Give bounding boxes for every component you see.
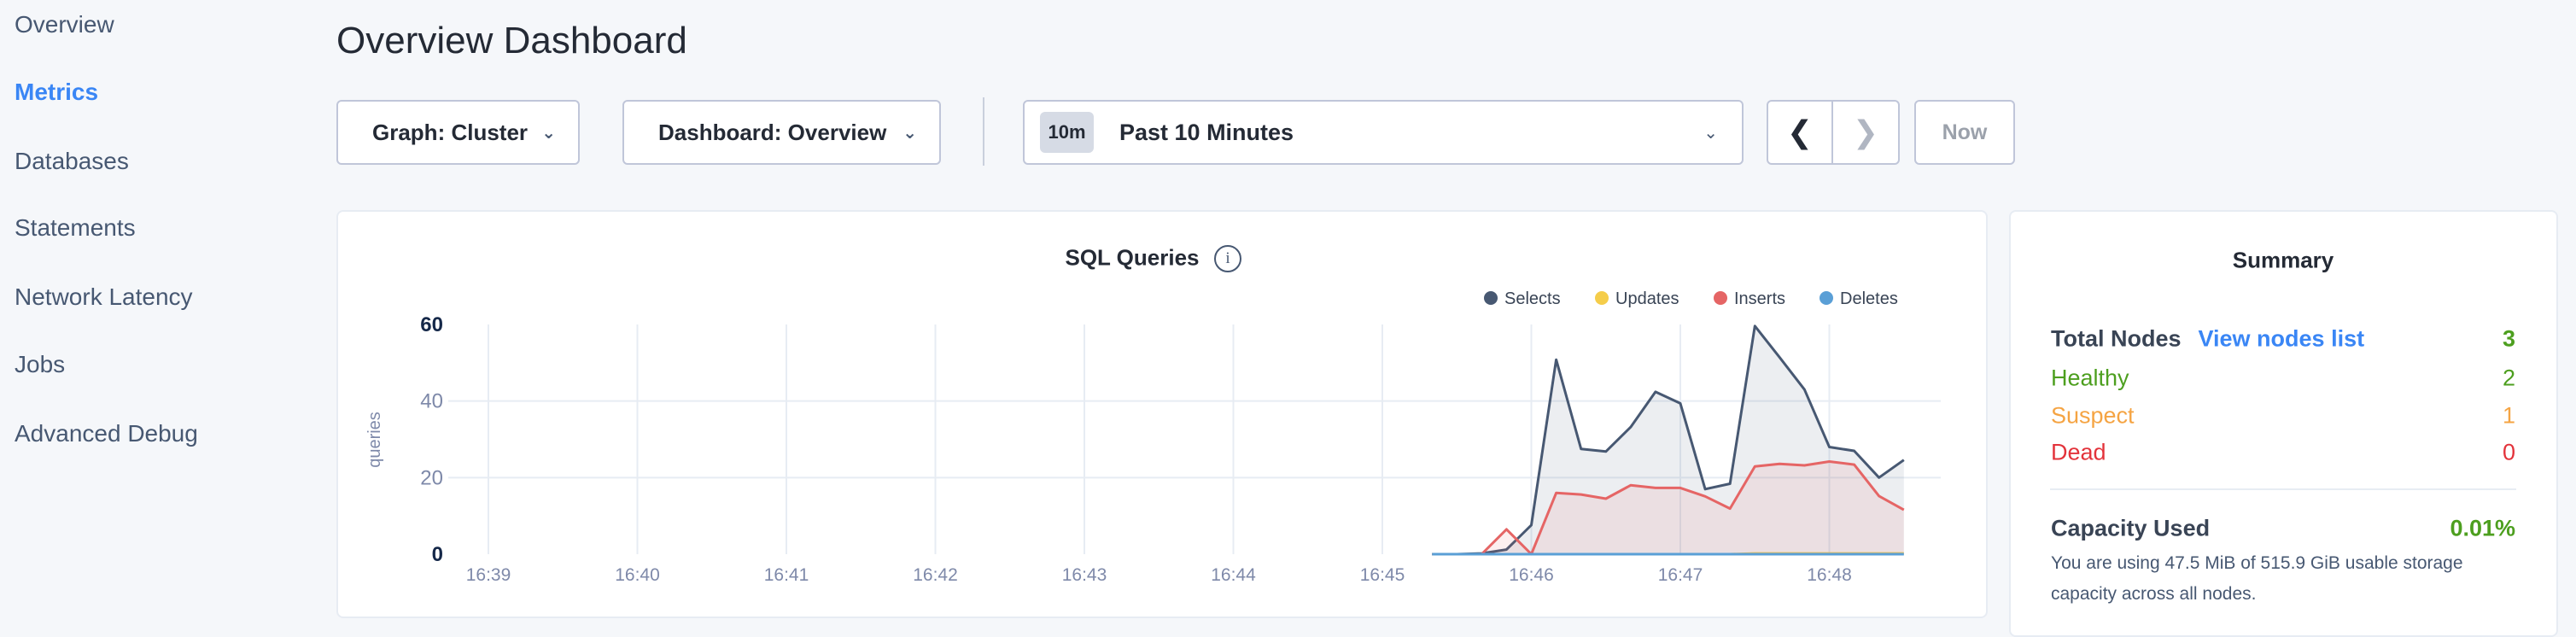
suspect-row: Suspect 1 [2051, 403, 2515, 430]
x-tick-label: 16:44 [1211, 565, 1256, 585]
y-tick-label: 20 [420, 466, 443, 489]
x-tick-label: 16:41 [764, 565, 809, 585]
y-tick-label: 40 [420, 390, 443, 413]
x-tick-label: 16:45 [1360, 565, 1405, 585]
dead-label: Dead [2051, 440, 2106, 466]
x-tick-label: 16:47 [1658, 565, 1703, 585]
x-tick-label: 16:42 [913, 565, 958, 585]
x-tick-label: 16:40 [615, 565, 660, 585]
legend-dot-updates [1595, 291, 1609, 305]
total-nodes-label: Total Nodes [2051, 326, 2182, 353]
suspect-value: 1 [2503, 403, 2515, 430]
dead-value: 0 [2503, 440, 2515, 466]
healthy-label: Healthy [2051, 365, 2129, 392]
x-tick-label: 16:39 [466, 565, 511, 585]
legend-dot-deletes [1820, 291, 1833, 305]
capacity-label: Capacity Used [2051, 516, 2210, 542]
capacity-value: 0.01% [2450, 516, 2515, 542]
healthy-value: 2 [2503, 365, 2515, 392]
healthy-row: Healthy 2 [2051, 365, 2515, 392]
total-nodes-row: Total Nodes View nodes list 3 [2051, 326, 2515, 353]
summary-divider [2050, 488, 2516, 490]
legend-dot-inserts [1714, 291, 1727, 305]
y-axis-label: queries [365, 412, 384, 468]
legend-label-deletes: Deletes [1840, 289, 1898, 308]
capacity-row: Capacity Used 0.01% [2051, 516, 2515, 542]
legend-label-inserts: Inserts [1734, 289, 1785, 308]
x-tick-label: 16:46 [1509, 565, 1554, 585]
legend-dot-selects [1484, 291, 1498, 305]
legend-label-selects: Selects [1504, 289, 1561, 308]
y-tick-label: 0 [432, 543, 443, 566]
view-nodes-link[interactable]: View nodes list [2199, 326, 2365, 353]
x-tick-label: 16:43 [1062, 565, 1107, 585]
x-tick-label: 16:48 [1807, 565, 1852, 585]
total-nodes-value: 3 [2503, 326, 2515, 353]
capacity-description-line1: You are using 47.5 MiB of 515.9 GiB usab… [2051, 553, 2463, 574]
y-tick-label: 60 [420, 313, 443, 336]
capacity-description-line2: capacity across all nodes. [2051, 584, 2256, 605]
legend-label-updates: Updates [1615, 289, 1679, 308]
dead-row: Dead 0 [2051, 440, 2515, 466]
suspect-label: Suspect [2051, 403, 2135, 430]
summary-title: Summary [2233, 248, 2334, 274]
